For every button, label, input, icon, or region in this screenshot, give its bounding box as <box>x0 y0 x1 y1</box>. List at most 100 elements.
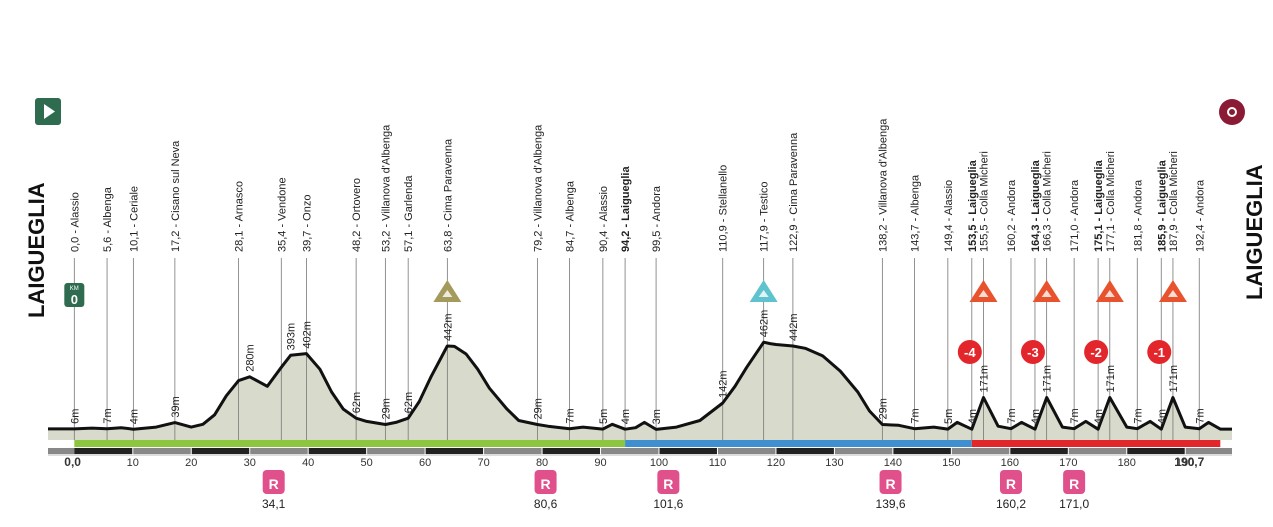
waypoint-label: 94,2 - Laigueglia <box>620 166 632 252</box>
scale-strip <box>659 448 718 454</box>
altitude-label: 402m <box>301 321 313 349</box>
sprint-km: 34,1 <box>262 497 286 511</box>
sprint-icon <box>657 470 680 494</box>
altitude-label: 39m <box>170 396 182 417</box>
waypoint-label: 192,4 - Andora <box>1194 179 1206 252</box>
waypoint-label: 0,0 - Alassio <box>69 192 81 252</box>
lap-label: -1 <box>1153 345 1165 360</box>
waypoint-label: 17,2 - Cisano sul Neva <box>170 140 182 252</box>
x-tick-label: 180 <box>1118 457 1136 469</box>
km0-icon <box>64 283 85 307</box>
sprint-icon <box>1063 470 1086 494</box>
x-tick-label: 100 <box>650 457 668 469</box>
x-tick-label: 90 <box>594 457 606 469</box>
lap-label: -3 <box>1027 345 1039 360</box>
x-tick-label: 10 <box>127 457 139 469</box>
scale-strip <box>1009 448 1069 454</box>
waypoint-label: 10,1 - Ceriale <box>128 186 140 252</box>
scale-strip <box>600 448 660 454</box>
x-tick-label: 140 <box>884 457 902 469</box>
waypoint-label: 53,2 - Villanova d'Albenga <box>380 124 392 252</box>
altitude-label: 5m <box>943 409 955 424</box>
x-tick-label: 20 <box>185 457 197 469</box>
sprint-icon <box>879 470 902 494</box>
finish-icon <box>1219 99 1245 125</box>
altitude-label: 7m <box>565 408 577 423</box>
altitude-label: 62m <box>351 392 363 413</box>
waypoint-label: 48,2 - Ortovero <box>351 178 363 252</box>
altitude-label: 280m <box>245 344 257 372</box>
x-tick-label: 150 <box>942 457 960 469</box>
altitude-label: 442m <box>788 313 800 341</box>
scale-strip <box>1185 448 1232 454</box>
x-tick-label: 110 <box>709 457 727 469</box>
waypoint-label: 5,6 - Albenga <box>102 186 114 252</box>
sprint-icon <box>262 470 285 494</box>
waypoint-label: 57,1 - Garlenda <box>403 175 415 252</box>
sprint-icon <box>999 470 1022 494</box>
waypoint-label: 187,9 - Colla Micheri <box>1168 151 1180 252</box>
altitude-label: 7m <box>1194 408 1206 423</box>
x-km-label: 0,0 <box>64 455 81 469</box>
waypoint-label: 39,7 - Onzo <box>301 195 313 252</box>
x-tick-label: 170 <box>1059 457 1077 469</box>
x-tick-label: 60 <box>419 457 431 469</box>
scale-strip <box>366 448 426 454</box>
waypoint-label: 35,4 - Vendone <box>276 177 288 252</box>
climb-marker-inner <box>758 290 769 297</box>
climb-marker-inner <box>442 290 453 297</box>
altitude-label: 4m <box>1156 409 1168 424</box>
climb-marker-inner <box>1167 290 1178 297</box>
altitude-label: 7m <box>1006 408 1018 423</box>
lap-marker <box>1020 340 1045 364</box>
x-tick-label: 70 <box>477 457 489 469</box>
sprint-icon-text: R <box>1006 476 1016 492</box>
x-tick-label: 50 <box>361 457 373 469</box>
altitude-label: 462m <box>759 310 771 338</box>
waypoint-label: 175,1 - Laigueglia <box>1093 159 1105 252</box>
waypoint-label: 28,1 - Arnasco <box>234 181 246 252</box>
scale-strip <box>892 448 952 454</box>
scale-strip <box>951 448 1010 454</box>
waypoint-label: 138,2 - Villanova d'Albenga <box>877 118 889 252</box>
waypoint-label: 177,1 - Colla Micheri <box>1105 151 1117 252</box>
waypoint-label: 166,3 - Colla Micheri <box>1042 151 1054 252</box>
sprint-icon <box>534 470 557 494</box>
scale-strip <box>249 448 309 454</box>
waypoint-label: 149,4 - Alassio <box>943 180 955 252</box>
altitude-label: 171m <box>1105 365 1117 393</box>
altitude-label: 7m <box>102 408 114 423</box>
route-segment <box>74 440 626 447</box>
lap-marker <box>957 340 982 364</box>
waypoint-label: 181,8 - Andora <box>1132 179 1144 252</box>
waypoint-label: 110,9 - Stellanello <box>718 165 730 252</box>
climb-marker-inner <box>1104 290 1115 297</box>
sprint-km: 171,0 <box>1059 497 1089 511</box>
scale-strip <box>775 448 835 454</box>
altitude-label: 171m <box>1042 365 1054 393</box>
waypoint-label: 90,4 - Alassio <box>598 186 610 252</box>
lap-label: -4 <box>964 345 976 360</box>
start-town: LAIGUEGLIA <box>24 182 49 318</box>
altitude-label: 4m <box>1030 409 1042 424</box>
waypoint-label: 153,5 - Laigueglia <box>967 159 979 252</box>
waypoint-label: 143,7 - Albenga <box>910 174 922 252</box>
waypoint-label: 185,9 - Laigueglia <box>1156 159 1168 252</box>
waypoint-label: 79,2 - Villanova d'Albenga <box>532 124 544 252</box>
altitude-label: 29m <box>877 398 889 419</box>
scale-strip <box>74 448 133 454</box>
scale-strip <box>483 448 543 454</box>
x-tick-label: 80 <box>536 457 548 469</box>
scale-strip <box>717 448 776 454</box>
waypoint-label: 117,9 - Testico <box>759 181 771 252</box>
km0-top: KM <box>70 286 79 292</box>
sprint-icon-text: R <box>269 476 279 492</box>
altitude-label: 62m <box>403 392 415 413</box>
altitude-label: 6m <box>69 409 81 424</box>
sprint-km: 101,6 <box>653 497 683 511</box>
profile-area <box>48 342 1232 440</box>
altitude-label: 5m <box>598 409 610 424</box>
altitude-label: 7m <box>1069 408 1081 423</box>
x-tick-label: 30 <box>244 457 256 469</box>
